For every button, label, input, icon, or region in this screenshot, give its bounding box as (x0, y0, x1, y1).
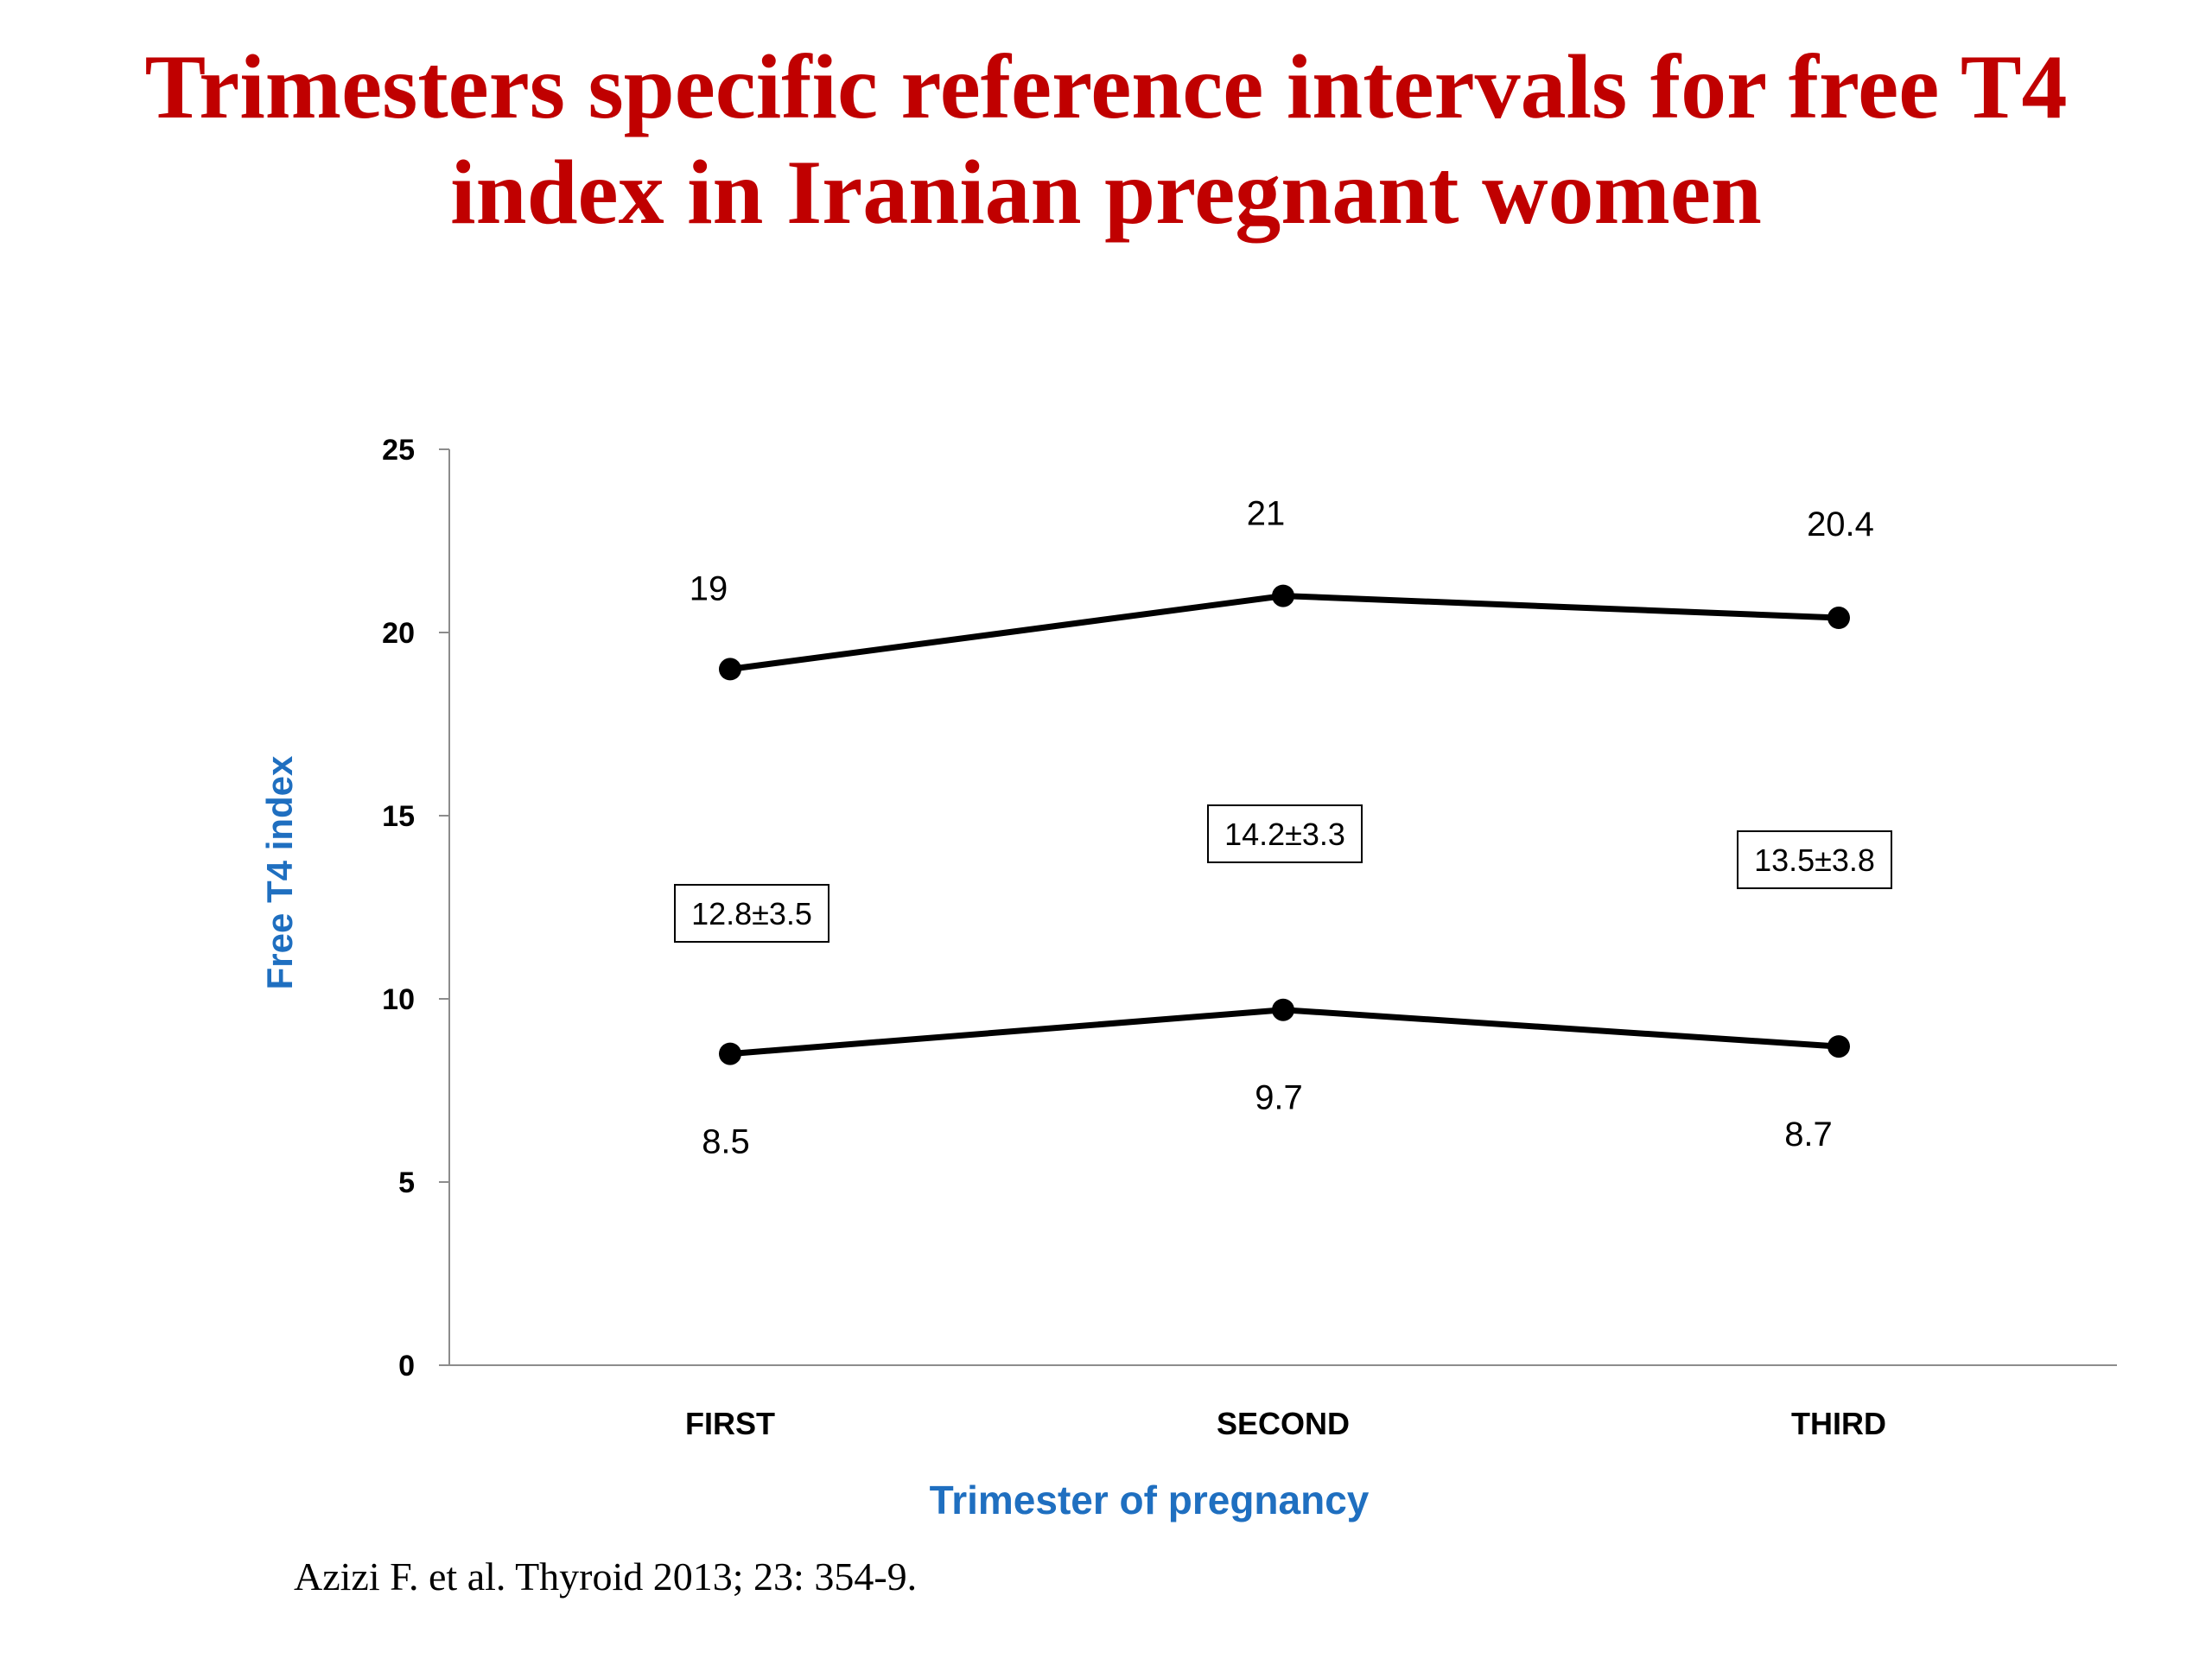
mean-sd-box (674, 884, 830, 943)
y-tick-label: 15 (382, 800, 415, 833)
data-label: 8.5 (702, 1123, 750, 1161)
title-line-1: Trimesters specific reference intervals … (144, 36, 2068, 137)
citation: Azizi F. et al. Thyroid 2013; 23: 354-9. (294, 1554, 918, 1599)
series-layer: 19 21 20.4 8.5 9.7 8.7 (690, 495, 1874, 1161)
y-tick-label: 25 (382, 434, 415, 467)
mean-sd-labels: 12.8±3.5 14.2±3.3 13.5±3.8 (674, 804, 1892, 943)
data-point (1272, 584, 1294, 607)
mean-sd-label: 14.2±3.3 (1224, 817, 1345, 852)
data-point (719, 658, 741, 681)
data-point (1827, 607, 1850, 630)
y-tick-label: 20 (382, 617, 415, 650)
y-ticks: 0 5 10 15 20 25 (382, 434, 449, 1382)
y-tick-label: 5 (398, 1166, 415, 1199)
y-axis-title: Free T4 index (259, 755, 300, 989)
mean-sd-label: 13.5±3.8 (1754, 842, 1875, 878)
x-tick-label: SECOND (1217, 1406, 1350, 1441)
data-point (1827, 1035, 1850, 1058)
x-tick-label: THIRD (1791, 1406, 1886, 1441)
x-ticks: FIRST SECOND THIRD (685, 1406, 1886, 1441)
data-point (719, 1042, 741, 1065)
y-tick-label: 10 (382, 983, 415, 1016)
data-label: 21 (1247, 495, 1286, 533)
mean-sd-box (1737, 830, 1892, 889)
data-label: 20.4 (1807, 505, 1874, 543)
x-axis-title: Trimester of pregnancy (930, 1478, 1370, 1522)
data-label: 8.7 (1784, 1116, 1833, 1154)
data-label: 19 (690, 569, 728, 607)
title-line-2: index in Iranian pregnant women (450, 142, 1762, 243)
y-tick-label: 0 (398, 1350, 415, 1382)
slide-title: Trimesters specific reference intervals … (0, 35, 2212, 245)
data-point (1272, 998, 1294, 1021)
x-tick-label: FIRST (685, 1406, 775, 1441)
mean-sd-label: 12.8±3.5 (691, 896, 812, 931)
axes (439, 449, 2117, 1366)
data-label: 9.7 (1255, 1079, 1303, 1117)
mean-sd-box (1207, 804, 1363, 863)
